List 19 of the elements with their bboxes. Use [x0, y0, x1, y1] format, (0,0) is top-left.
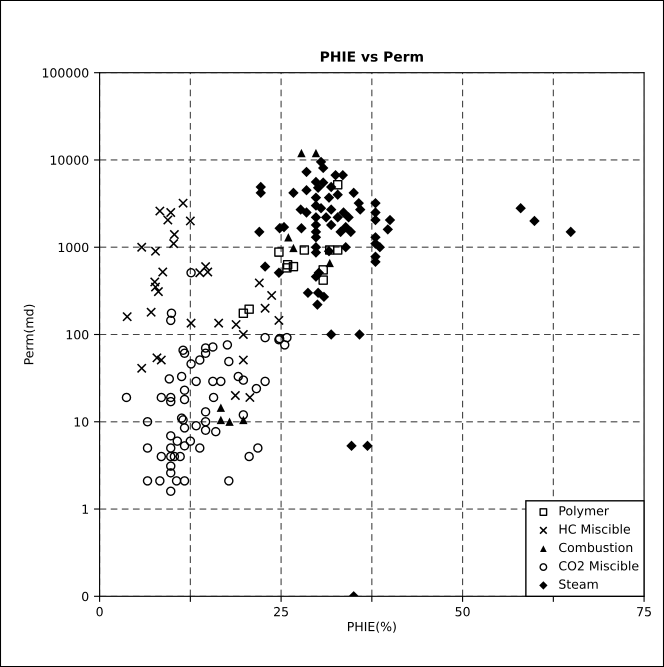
chart-title: PHIE vs Perm — [320, 51, 423, 62]
y-tick-label: 1 — [82, 504, 88, 514]
legend-label: Polymer — [560, 506, 609, 518]
x-axis-title: PHIE(%) — [348, 622, 396, 633]
y-tick-label: 10 — [74, 417, 88, 427]
x-tick-label: 50 — [456, 606, 470, 616]
y-tick-label: 100000 — [42, 68, 88, 78]
y-axis-title: Perm(md) — [24, 304, 35, 364]
x-tick-label: 0 — [96, 606, 103, 616]
legend-label: HC Miscible — [560, 524, 630, 534]
legend-label: Steam — [559, 579, 598, 589]
y-tick-label: 100 — [66, 330, 88, 340]
legend-label: CO2 Miscible — [559, 560, 638, 571]
x-tick-label: 25 — [274, 606, 288, 616]
y-tick-label: 1000 — [58, 242, 88, 252]
x-tick-label: 75 — [637, 607, 651, 616]
y-tick-label: 0 — [82, 592, 88, 602]
legend-label: Combustion — [559, 542, 632, 552]
y-tick-label: 10000 — [50, 155, 88, 165]
